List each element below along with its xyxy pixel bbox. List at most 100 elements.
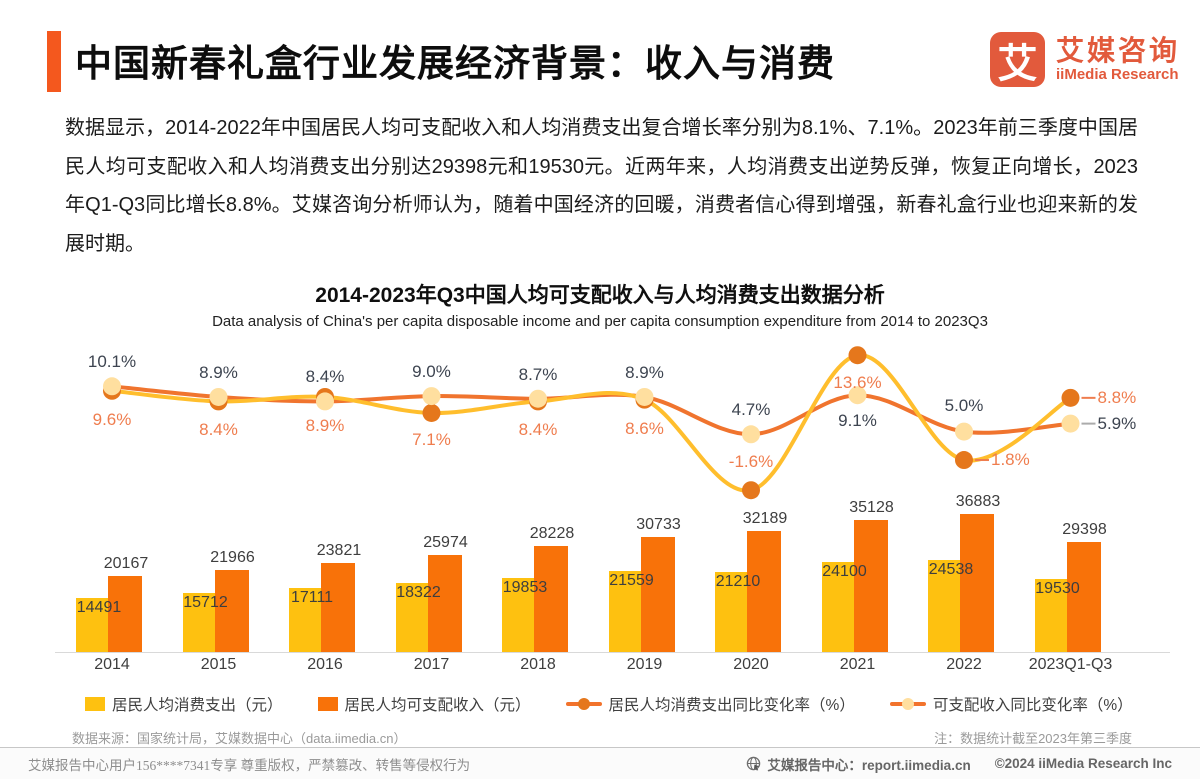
iimedia-logo-icon: 艾 bbox=[989, 32, 1045, 87]
bar-income bbox=[640, 536, 675, 652]
income-rate-label: 10.1% bbox=[87, 352, 137, 372]
x-axis-label: 2019 bbox=[626, 656, 663, 673]
legend-label: 居民人均消费支出同比变化率（%） bbox=[608, 697, 855, 714]
bar-value-income: 23821 bbox=[316, 541, 362, 559]
bar-value-consumption: 21559 bbox=[609, 572, 654, 590]
income-rate-label: 9.0% bbox=[412, 362, 451, 382]
footer-site-url: 艾媒报告中心：report.iimedia.cn bbox=[767, 757, 971, 773]
income-rate-dot bbox=[209, 387, 228, 406]
income-rate-dot bbox=[1061, 414, 1080, 433]
page-title: 中国新春礼盒行业发展经济背景：收入与消费 bbox=[75, 43, 835, 84]
consumption-rate-dot bbox=[848, 346, 867, 365]
x-axis-label: 2017 bbox=[413, 656, 450, 673]
bar-value-income: 32189 bbox=[742, 510, 788, 528]
bar-income bbox=[108, 576, 142, 652]
x-axis-label: 2014 bbox=[94, 656, 130, 673]
income-rate-dot bbox=[742, 425, 760, 444]
consumption-rate-label: 8.6% bbox=[625, 418, 664, 438]
bar-value-income: 30733 bbox=[636, 515, 681, 533]
income-rate-label: 8.7% bbox=[518, 364, 558, 384]
data-note-text: 注：数据统计截至2023年第三季度 bbox=[934, 731, 1132, 746]
bar-value-consumption: 21210 bbox=[715, 573, 761, 591]
logo-name-en: iiMedia Research bbox=[1055, 65, 1179, 83]
consumption-rate-dot bbox=[955, 451, 973, 470]
chart-title: 2014-2023年Q3中国人均可支配收入与人均消费支出数据分析 bbox=[315, 284, 885, 307]
consumption-rate-label: 7.1% bbox=[412, 429, 451, 449]
x-axis-label: 2021 bbox=[839, 656, 876, 673]
source-row: 数据来源：国家统计局，艾媒数据中心（data.iimedia.cn） 注：数据统… bbox=[72, 728, 1132, 747]
legend-label: 居民人均可支配收入（元） bbox=[344, 697, 531, 714]
bar-value-consumption: 19853 bbox=[502, 578, 548, 596]
consumption-rate-dot bbox=[1061, 388, 1080, 407]
consumption-rate-dot bbox=[742, 481, 760, 500]
chart-canvas: 14491 20167 2014 15712 21966 2015 17111 23821 20… bbox=[0, 340, 1200, 692]
x-axis-label: 2020 bbox=[733, 656, 769, 673]
legend-label: 居民人均消费支出（元） bbox=[112, 697, 283, 714]
income-rate-dot bbox=[955, 422, 973, 441]
bar-value-income: 36883 bbox=[955, 492, 1001, 510]
consumption-rate-line bbox=[110, 353, 1073, 493]
income-rate-dot bbox=[422, 387, 441, 406]
footer-copyright: ©2024 iiMedia Research Inc bbox=[994, 756, 1172, 771]
data-source-text: 数据来源：国家统计局，艾媒数据中心（data.iimedia.cn） bbox=[72, 731, 407, 746]
bar-value-consumption: 15712 bbox=[183, 594, 228, 612]
income-rate-dot bbox=[848, 386, 867, 405]
legend-item: 居民人均消费支出（元） bbox=[85, 693, 283, 715]
line-chart-svg bbox=[103, 346, 1096, 500]
income-rate-dot bbox=[103, 377, 121, 396]
consumption-rate-label: -1.6% bbox=[728, 452, 774, 472]
income-rate-label: 4.7% bbox=[731, 400, 771, 420]
bar-income bbox=[1066, 541, 1101, 652]
footer-divider bbox=[0, 747, 1200, 748]
logo-name-cn: 艾媒咨询 bbox=[1055, 34, 1180, 66]
legend-item: 居民人均消费支出同比变化率（%） bbox=[565, 693, 855, 715]
footer-site: 艾媒报告中心：report.iimedia.cn bbox=[746, 754, 971, 774]
income-rate-label: 8.4% bbox=[305, 367, 345, 387]
consumption-rate-label: 8.4% bbox=[518, 420, 558, 440]
bar-income bbox=[427, 554, 462, 652]
chart-legend: 居民人均消费支出（元） 居民人均可支配收入（元） 居民人均消费支出同比变化率（%） 可… bbox=[85, 693, 1133, 715]
bar-value-consumption: 18322 bbox=[396, 584, 441, 602]
income-rate-label: 8.9% bbox=[625, 362, 664, 382]
legend-swatch-icon bbox=[85, 697, 105, 711]
bar-value-consumption: 24538 bbox=[928, 560, 974, 578]
consumption-rate-label: 13.6% bbox=[833, 373, 882, 393]
x-axis-line bbox=[55, 652, 1170, 653]
bar-income bbox=[960, 513, 994, 652]
income-rate-dot bbox=[635, 387, 654, 406]
bar-value-income: 29398 bbox=[1062, 520, 1107, 538]
bar-value-consumption: 14491 bbox=[76, 598, 122, 616]
bar-income bbox=[747, 531, 781, 652]
income-rate-label: 5.0% bbox=[944, 395, 984, 415]
consumption-rate-label: 8.8% bbox=[1097, 387, 1137, 407]
x-axis-label: 2023Q1-Q3 bbox=[1028, 656, 1113, 673]
bar-income bbox=[214, 569, 249, 652]
legend-line-dot-icon bbox=[889, 697, 926, 711]
iimedia-logo: 艾 艾媒咨询 iiMedia Research bbox=[989, 32, 1180, 87]
bar-value-consumption: 19530 bbox=[1035, 579, 1080, 597]
bar-income bbox=[534, 546, 568, 652]
income-rate-dot bbox=[529, 389, 547, 408]
bar-value-income: 35128 bbox=[849, 499, 894, 517]
footer-right: 艾媒报告中心：report.iimedia.cn ©2024 iiMedia R… bbox=[746, 754, 1172, 774]
logo-text: 艾媒咨询 iiMedia Research bbox=[1055, 34, 1180, 83]
legend-label: 可支配收入同比变化率（%） bbox=[932, 697, 1133, 714]
legend-line-dot-icon bbox=[565, 697, 602, 711]
globe-icon bbox=[747, 756, 761, 771]
bar-value-income: 20167 bbox=[103, 555, 149, 573]
consumption-rate-label: 8.9% bbox=[305, 415, 345, 435]
bar-value-income: 28228 bbox=[529, 525, 575, 543]
legend-item: 居民人均可支配收入（元） bbox=[317, 693, 531, 715]
bar-income bbox=[321, 562, 355, 652]
legend-swatch-icon bbox=[317, 697, 338, 711]
income-rate-dot bbox=[316, 392, 334, 411]
bar-income bbox=[853, 520, 888, 652]
x-axis-label: 2022 bbox=[946, 656, 982, 673]
income-rate-label: 9.1% bbox=[838, 411, 877, 431]
consumption-rate-label: 9.6% bbox=[92, 409, 132, 429]
intro-paragraph: 数据显示，2014-2022年中国居民人均可支配收入和人均消费支出复合增长率分别… bbox=[65, 117, 1138, 255]
x-axis-label: 2016 bbox=[307, 656, 343, 673]
income-rate-label: 5.9% bbox=[1097, 413, 1137, 433]
bar-value-income: 25974 bbox=[423, 533, 468, 551]
